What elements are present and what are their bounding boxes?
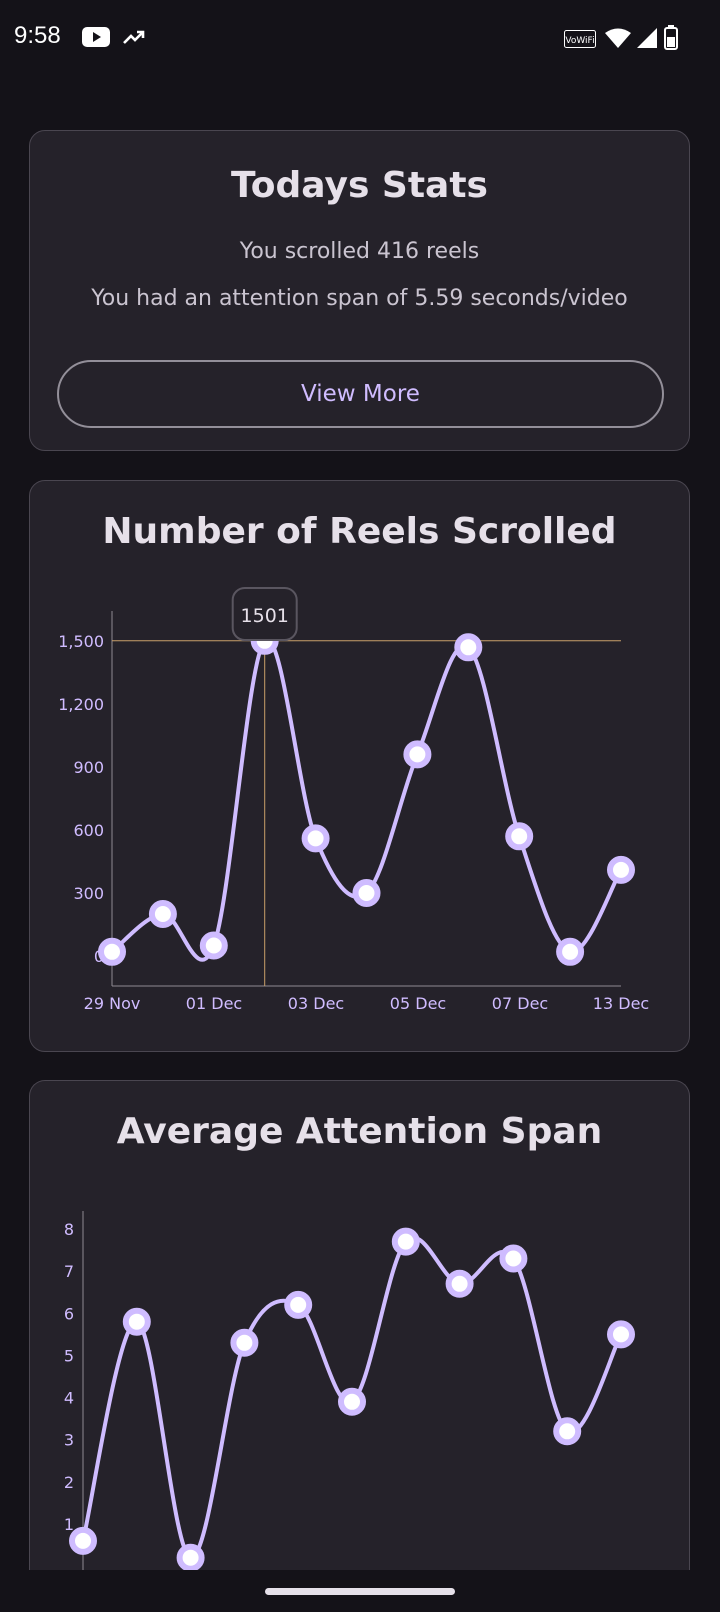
reels-data-point	[505, 822, 534, 851]
attention-data-point	[391, 1227, 420, 1256]
reels-data-point	[556, 937, 585, 966]
reels-x-tick-label: 01 Dec	[186, 994, 242, 1013]
reels-chart-card: Number of Reels Scrolled 03006009001,200…	[29, 480, 690, 1052]
attention-chart-card: Average Attention Span 1 2 3 4 5 6 7 8	[29, 1080, 690, 1601]
battery-icon	[664, 25, 678, 50]
status-time: 9:58	[14, 22, 61, 49]
attention-data-point	[499, 1244, 528, 1273]
reels-data-point	[403, 740, 432, 769]
attention-data-point	[445, 1269, 474, 1298]
today-stats-card: Todays Stats You scrolled 416 reels You …	[29, 130, 690, 451]
attention-y-tick-label: 8	[64, 1220, 74, 1239]
attention-data-point	[607, 1320, 635, 1349]
attention-y-tick-label: 1	[64, 1515, 74, 1534]
attention-y-tick-label: 5	[64, 1346, 74, 1365]
youtube-icon	[82, 27, 110, 47]
vowifi-icon: VoWiFi	[564, 30, 596, 48]
reels-y-tick-label: 600	[73, 821, 104, 840]
reels-scrolled-text: You scrolled 416 reels	[239, 239, 480, 264]
attention-y-tick-label: 2	[64, 1473, 74, 1492]
reels-data-point	[148, 900, 177, 928]
attention-series-line	[81, 1235, 623, 1560]
reels-y-tick-label: 300	[73, 884, 104, 903]
reels-x-tick-label: 07 Dec	[492, 994, 548, 1013]
attention-chart[interactable]: 1 2 3 4 5 6 7 8	[30, 1081, 689, 1601]
reels-data-point	[199, 931, 228, 960]
trending-icon	[123, 30, 145, 44]
reels-tooltip	[231, 587, 298, 641]
reels-data-point	[607, 855, 635, 884]
attention-data-point	[69, 1526, 97, 1555]
attention-span-text: You had an attention span of 5.59 second…	[91, 286, 628, 311]
status-bar: 9:58 VoWiFi	[0, 0, 720, 80]
attention-data-point	[122, 1307, 151, 1336]
attention-data-point	[230, 1328, 259, 1357]
attention-y-tick-label: 7	[64, 1262, 74, 1281]
reels-chart-title: Number of Reels Scrolled	[102, 511, 617, 552]
signal-icon	[637, 28, 657, 48]
reels-data-point	[454, 633, 483, 662]
reels-y-tick-label: 1,500	[58, 632, 104, 651]
reels-data-point	[98, 937, 126, 966]
reels-x-tick-label: 03 Dec	[288, 994, 344, 1013]
attention-data-point	[553, 1417, 582, 1446]
home-gesture-handle[interactable]	[265, 1588, 455, 1595]
reels-series-line	[110, 637, 623, 962]
attention-data-point	[176, 1543, 205, 1572]
wifi-icon	[605, 28, 631, 48]
reels-y-tick-label: 900	[73, 758, 104, 777]
vowifi-label: VoWiFi	[565, 36, 594, 46]
attention-y-tick-label: 6	[64, 1304, 74, 1323]
attention-y-tick-label: 3	[64, 1431, 74, 1450]
reels-data-point	[301, 824, 330, 853]
view-more-button[interactable]: View More	[57, 360, 664, 428]
today-stats-title: Todays Stats	[231, 165, 488, 206]
reels-tooltip-value: 1501	[241, 605, 289, 627]
attention-data-point	[338, 1387, 366, 1416]
attention-chart-title: Average Attention Span	[116, 1111, 603, 1152]
reels-data-point	[352, 879, 381, 907]
reels-x-tick-label: 13 Dec	[593, 994, 649, 1013]
reels-x-tick-label: 05 Dec	[390, 994, 446, 1013]
reels-y-tick-label: 1,200	[58, 695, 104, 714]
reels-x-tick-label: 29 Nov	[84, 994, 141, 1013]
attention-y-tick-label: 4	[64, 1389, 74, 1408]
navigation-bar	[0, 1570, 720, 1612]
attention-data-point	[284, 1290, 313, 1319]
